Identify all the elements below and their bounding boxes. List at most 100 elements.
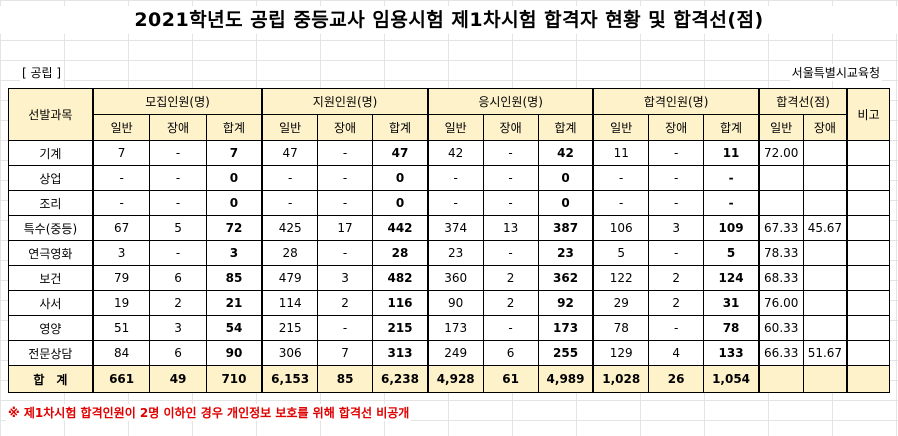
cell-p-g: 129: [592, 340, 650, 366]
cell-note: [846, 265, 891, 291]
cell-a-d: 3: [316, 265, 374, 291]
header-recruit: 모집인원(명): [91, 88, 263, 115]
cell-e-d: 13: [482, 215, 539, 241]
cell-note: [846, 365, 891, 393]
cell-e-d: -: [482, 315, 539, 341]
cell-p-d: 2: [648, 290, 705, 316]
cell-c-d: [802, 165, 848, 191]
cell-subject: 연극영화: [7, 240, 94, 266]
cell-subject: 조리: [7, 190, 94, 216]
cell-p-s: 109: [703, 215, 760, 241]
cell-subject: 영양: [7, 315, 94, 341]
cell-c-g: 76.00: [757, 290, 804, 316]
cell-e-s: 23: [537, 240, 594, 266]
cell-r-d: 5: [149, 215, 207, 241]
cell-c-g: 60.33: [757, 315, 804, 341]
cell-r-s: 710: [205, 365, 263, 393]
cell-r-d: -: [149, 140, 207, 166]
table-row: 영양 51 3 54 215-215 173-173 78-78 60.33: [7, 315, 891, 341]
cell-r-g: 19: [91, 290, 151, 316]
table-row: 조리 - -0- -0- -0- - -: [7, 190, 891, 216]
cell-e-g: 90: [426, 290, 484, 316]
cell-r-g: 3: [91, 240, 151, 266]
cell-note: [846, 215, 891, 241]
cell-e-g: 360: [426, 265, 484, 291]
cell-a-d: -: [316, 165, 374, 191]
cell-a-s: 6,238: [372, 365, 429, 393]
cell-a-g: 306: [261, 340, 318, 366]
cell-note: [846, 165, 891, 191]
cell-c-g: 78.33: [757, 240, 804, 266]
subheader-disabled: 장애: [802, 114, 848, 141]
header-pass: 합격인원(명): [592, 88, 760, 115]
cell-r-d: 2: [149, 290, 207, 316]
cell-p-s: 124: [703, 265, 760, 291]
cell-r-g: 51: [91, 315, 151, 341]
subheader-sum: 합계: [703, 114, 760, 141]
cell-a-g: 479: [261, 265, 318, 291]
cell-note: [846, 190, 891, 216]
cell-r-d: 3: [149, 315, 207, 341]
cell-p-s: 11: [703, 140, 760, 166]
cell-c-g: [757, 190, 804, 216]
cell-p-s: 78: [703, 315, 760, 341]
subheader-disabled: 장애: [316, 114, 374, 141]
cell-r-d: -: [149, 240, 207, 266]
cell-p-g: 11: [592, 140, 650, 166]
cell-c-d: [802, 265, 848, 291]
agency-label: 서울특별시교육청: [789, 64, 882, 81]
cell-a-s: 28: [372, 240, 429, 266]
cell-e-g: 42: [426, 140, 484, 166]
cell-c-d: [802, 315, 848, 341]
cell-p-s: -: [703, 165, 760, 191]
cell-a-s: 0: [372, 165, 429, 191]
cell-a-d: 2: [316, 290, 374, 316]
cell-e-s: 387: [537, 215, 594, 241]
subheader-sum: 합계: [537, 114, 594, 141]
cell-r-d: -: [149, 165, 207, 191]
cell-c-d: [802, 190, 848, 216]
cell-r-s: 0: [205, 190, 263, 216]
cell-r-s: 85: [205, 265, 263, 291]
cell-c-d: 45.67: [802, 215, 848, 241]
cell-note: [846, 315, 891, 341]
cell-a-d: -: [316, 140, 374, 166]
cell-a-g: -: [261, 190, 318, 216]
cell-p-g: 5: [592, 240, 650, 266]
cell-p-g: -: [592, 165, 650, 191]
subheader-general: 일반: [91, 114, 151, 141]
cell-r-s: 0: [205, 165, 263, 191]
cell-c-d: [802, 140, 848, 166]
cell-e-s: 255: [537, 340, 594, 366]
cell-e-s: 362: [537, 265, 594, 291]
cell-e-g: 173: [426, 315, 484, 341]
cell-subject: 사서: [7, 290, 94, 316]
cell-p-s: 133: [703, 340, 760, 366]
cell-a-s: 442: [372, 215, 429, 241]
cell-p-d: -: [648, 140, 705, 166]
cell-e-g: 249: [426, 340, 484, 366]
table-row: 연극영화 3-3 28-28 23-23 5-5 78.33: [7, 240, 891, 266]
cell-subject: 상업: [7, 165, 94, 191]
cell-a-d: 85: [316, 365, 374, 393]
cell-a-d: -: [316, 315, 374, 341]
cell-note: [846, 140, 891, 166]
cell-p-g: 78: [592, 315, 650, 341]
cell-e-d: 6: [482, 340, 539, 366]
cell-p-d: -: [648, 240, 705, 266]
cell-note: [846, 240, 891, 266]
cell-subject: 특수(중등): [7, 215, 94, 241]
cell-r-g: -: [91, 190, 151, 216]
cell-r-s: 90: [205, 340, 263, 366]
cell-p-g: 106: [592, 215, 650, 241]
cell-a-d: -: [316, 240, 374, 266]
cell-e-g: -: [426, 165, 484, 191]
cell-e-d: -: [482, 190, 539, 216]
page-title: 2021학년도 공립 중등교사 임용시험 제1차시험 합격자 현황 및 합격선(…: [0, 6, 898, 34]
subheader-general: 일반: [757, 114, 804, 141]
cell-a-g: -: [261, 165, 318, 191]
cell-e-d: 2: [482, 290, 539, 316]
cell-c-g: 66.33: [757, 340, 804, 366]
cell-p-d: 4: [648, 340, 705, 366]
cell-r-s: 54: [205, 315, 263, 341]
